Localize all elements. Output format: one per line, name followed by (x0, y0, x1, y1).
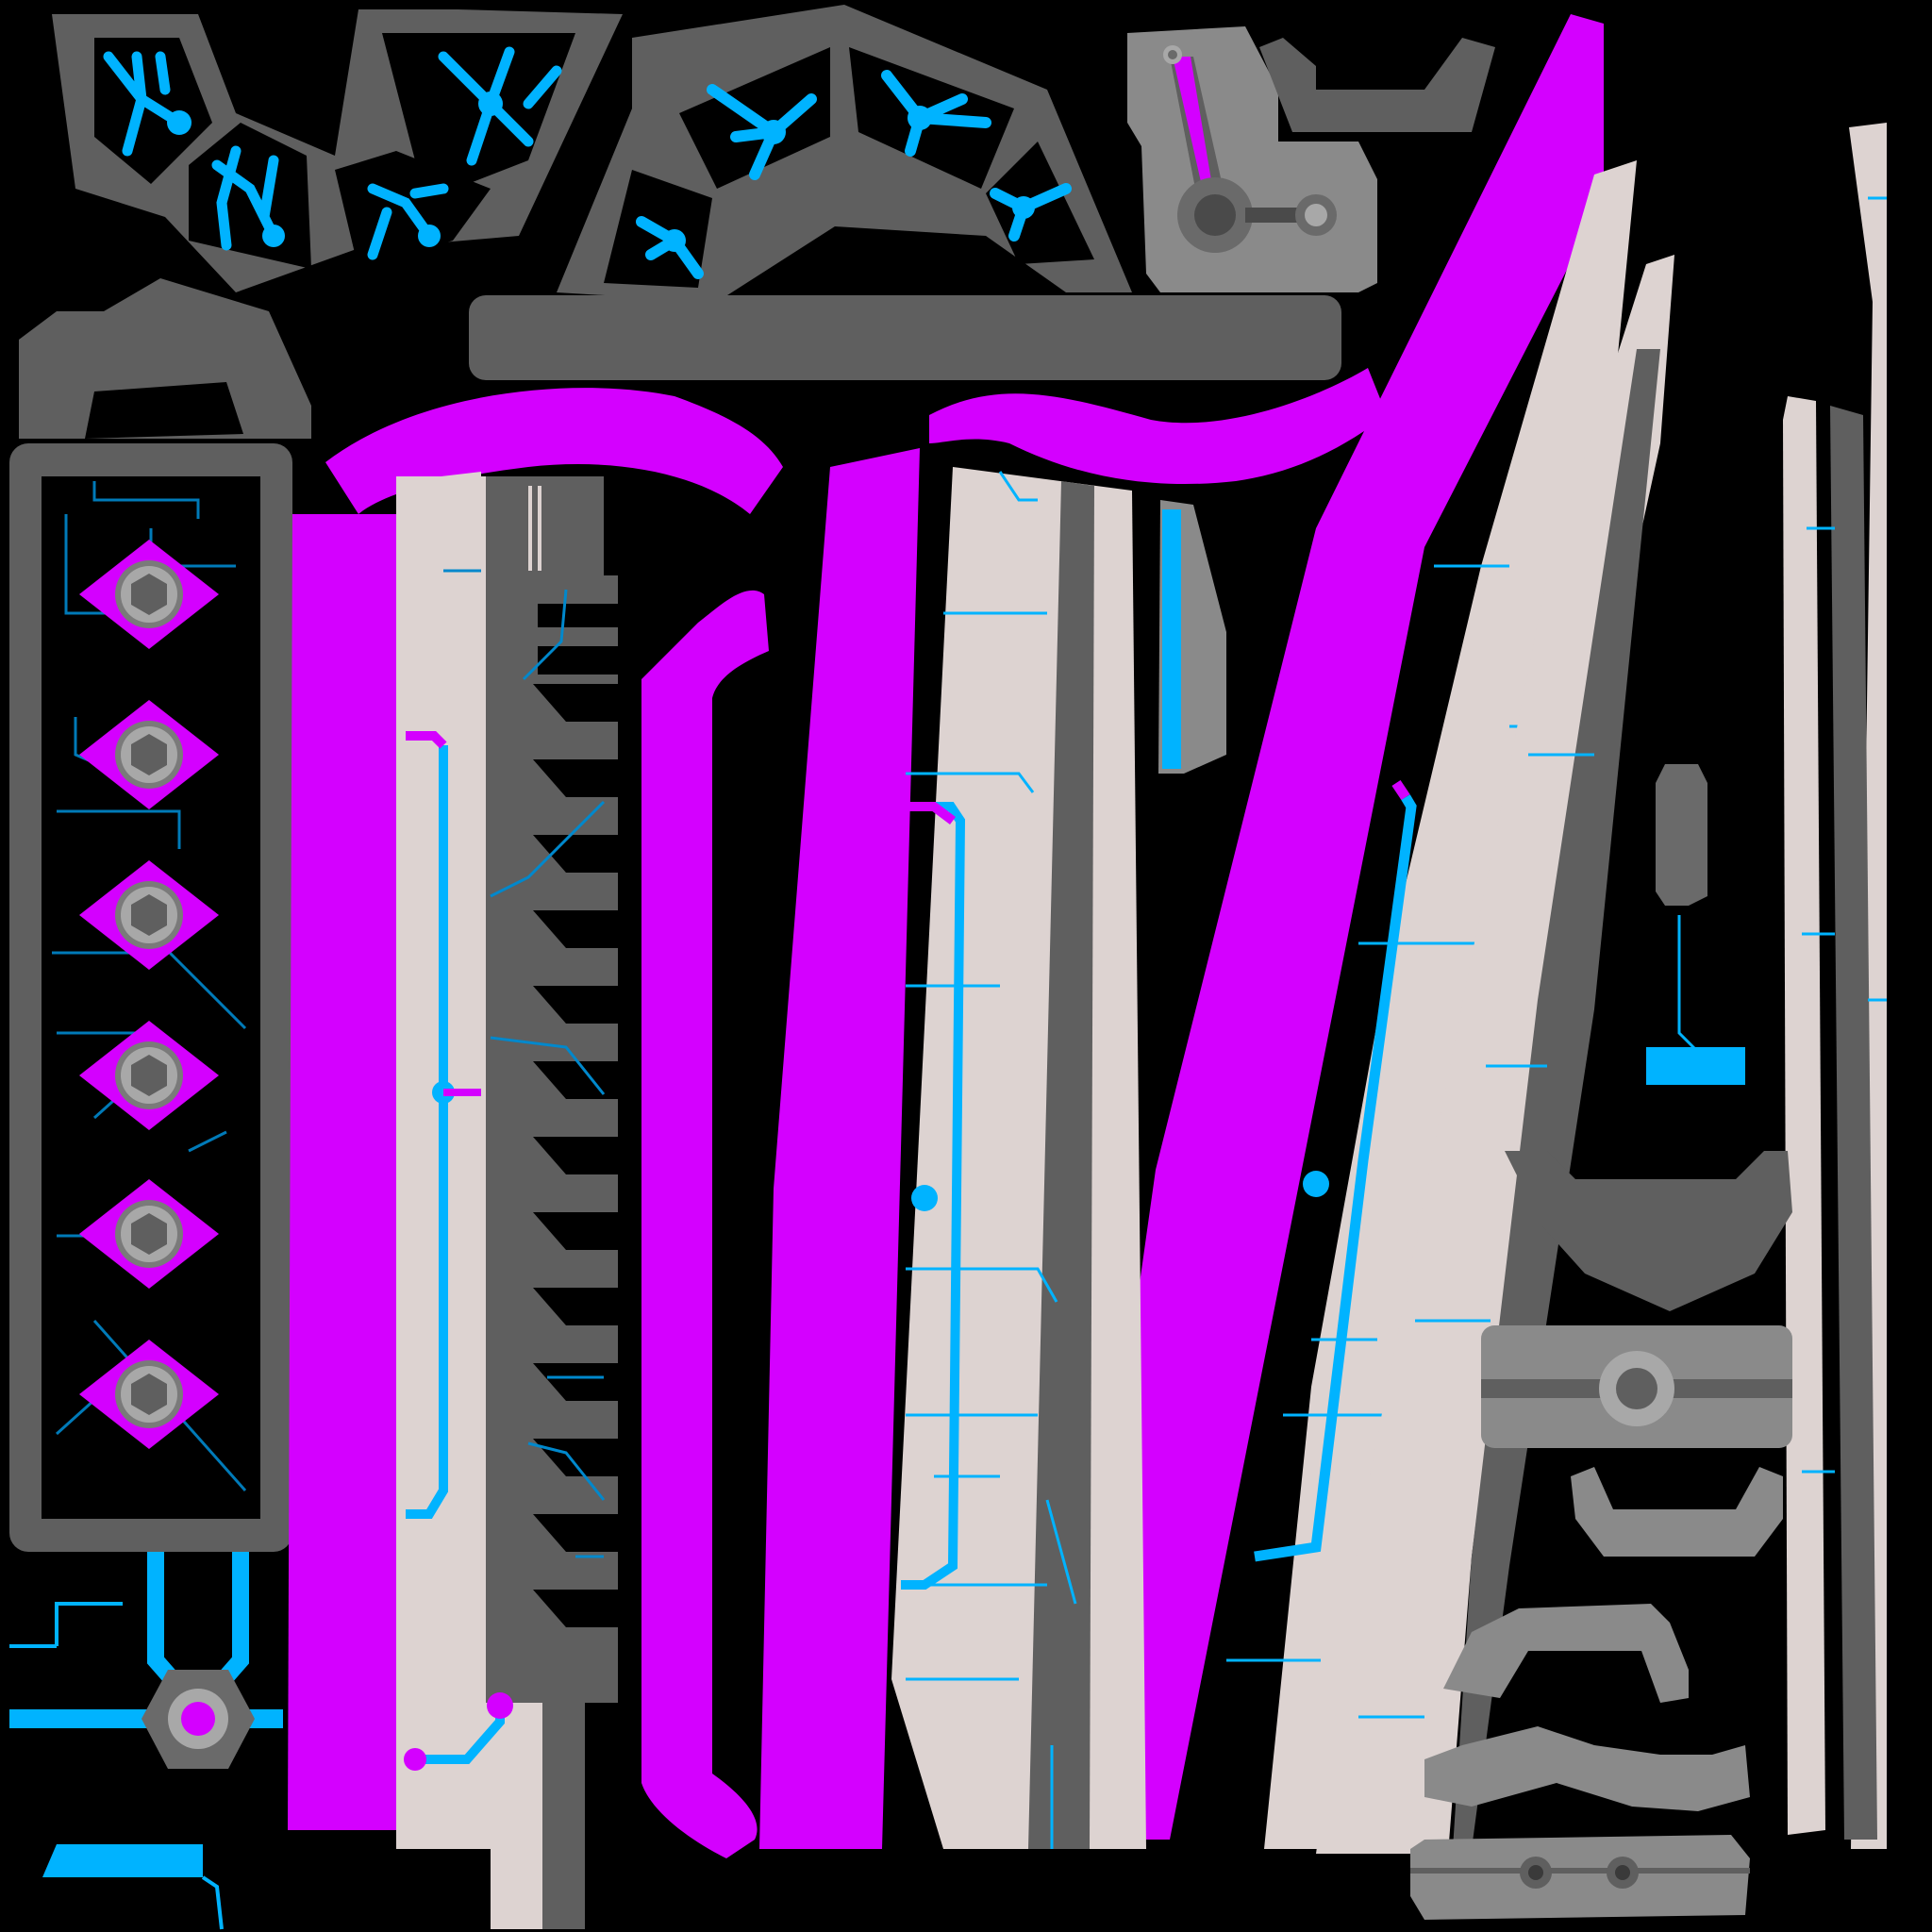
fan-segment-left (52, 9, 623, 292)
top-bar (469, 295, 1341, 380)
magenta-strips (288, 14, 1604, 1858)
serration-teeth (538, 646, 641, 675)
connector-node (9, 1552, 283, 1930)
hinge-plate (1127, 26, 1377, 292)
blade-curved-thin (1316, 255, 1674, 1854)
bolt-panel (9, 278, 311, 1552)
bracket-top-right (1259, 38, 1495, 132)
fan-segment-right (557, 5, 1132, 302)
strip-far-right (1783, 123, 1887, 1849)
blade-long-left (396, 472, 641, 1929)
blade-long-right (891, 467, 1146, 1849)
handle-parts (1410, 764, 1792, 1920)
